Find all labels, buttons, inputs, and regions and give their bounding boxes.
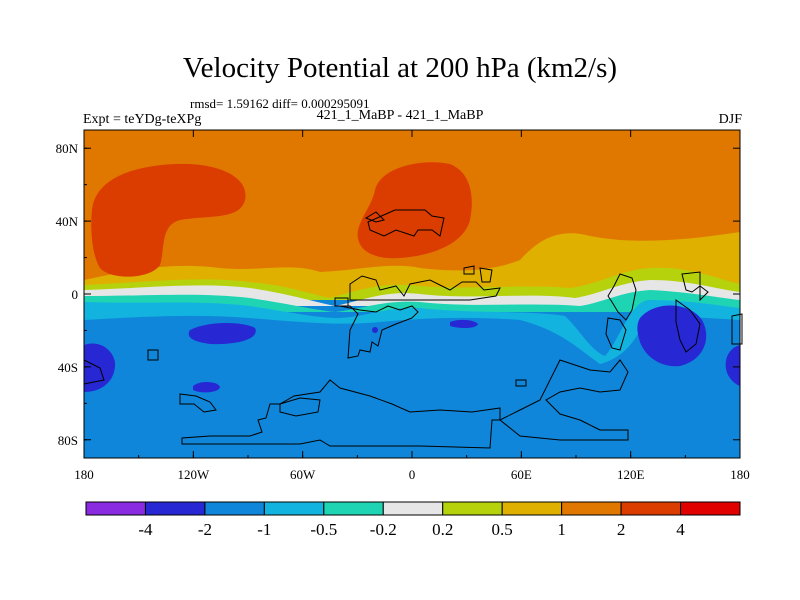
colorbar-swatch [561,501,622,516]
colorbar-level-label: 0.2 [432,520,453,539]
y-tick-label: 80S [58,433,78,448]
colorbar: -4 -2 -1 -0.5 -0.2 0.2 0.5 1 2 4 [85,501,741,539]
chart-title: Velocity Potential at 200 hPa (km2/s) [182,52,618,84]
min-small-1 [193,381,220,393]
colorbar-level-label: -2 [198,520,212,539]
colorbar-level-label: 4 [676,520,685,539]
x-tick-label: 180 [74,467,94,482]
y-tick-label: 40N [56,214,79,229]
colorbar-swatch [85,501,146,516]
colorbar-level-label: 2 [617,520,626,539]
colorbar-swatch [442,501,503,516]
colorbar-swatch [501,501,563,516]
x-tick-label: 0 [409,467,416,482]
max-north-pacific [91,163,246,277]
season-label: DJF [718,112,742,127]
colorbar-level-label: 1 [557,520,566,539]
colorbar-level-label: -4 [138,520,153,539]
colorbar-swatch [680,501,741,516]
colorbar-swatch [382,501,444,516]
x-tick-label: 60E [511,467,532,482]
stats-label: rmsd= 1.59162 diff= 0.000295091 [190,96,370,111]
y-tick-label: 0 [72,287,79,302]
case-label: 421_1_MaBP - 421_1_MaBP [316,108,484,123]
colorbar-swatch [204,501,265,516]
x-axis: 180 120W 60W 0 60E 120E 180 [74,130,750,482]
colorbar-level-label: 0.5 [492,520,513,539]
min-small-3 [372,327,378,333]
colorbar-level-label: -0.2 [370,520,397,539]
min-east-edge [725,345,740,386]
colorbar-swatch [620,501,682,516]
x-tick-label: 120W [177,467,210,482]
x-tick-label: 120E [617,467,645,482]
coastline-outlines [83,209,743,449]
x-tick-label: 60W [290,467,316,482]
x-tick-label: 180 [730,467,750,482]
colorbar-level-label: -0.5 [310,520,337,539]
band-cyan [84,300,740,364]
y-tick-label: 40S [58,360,78,375]
y-tick-label: 80N [56,141,79,156]
experiment-label: Expt = teYDg-teXPg [83,112,202,127]
colorbar-swatch [323,501,384,516]
colorbar-swatch [263,501,325,516]
y-axis: 80N 40N 0 40S 80S [56,141,740,448]
contour-map [83,129,743,459]
colorbar-level-label: -1 [257,520,271,539]
colorbar-swatch [144,501,206,516]
min-australia [637,305,707,367]
min-south-pacific [188,323,256,345]
min-small-2 [450,319,478,329]
